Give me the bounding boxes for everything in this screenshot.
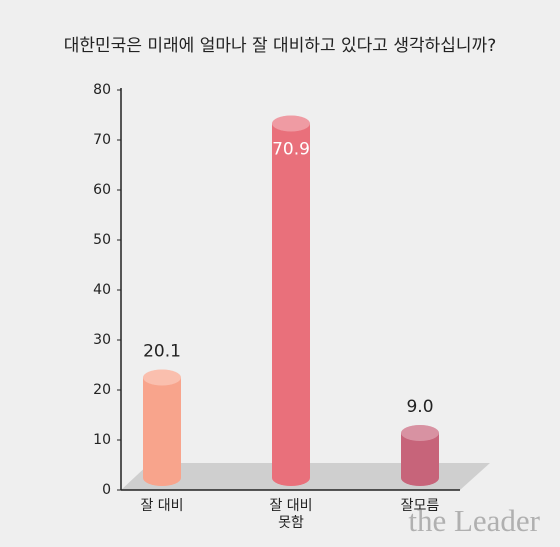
bar-top [143, 369, 181, 386]
y-tick-label: 50 [93, 232, 111, 248]
bar-top [272, 115, 310, 132]
y-tick-label: 20 [93, 382, 111, 398]
y-tick-label: 60 [93, 182, 111, 198]
y-tick-label: 0 [102, 482, 111, 498]
x-tick-label: 잘 대비 [140, 498, 184, 514]
y-tick-label: 30 [93, 332, 111, 348]
value-label: 20.1 [143, 342, 181, 362]
value-label: 70.9 [272, 140, 310, 160]
chart-title: 대한민국은 미래에 얼마나 잘 대비하고 있다고 생각하십니까? [64, 36, 496, 56]
y-tick-label: 70 [93, 132, 111, 148]
bar-top [401, 425, 439, 441]
y-tick-label: 40 [93, 282, 111, 298]
bar [401, 425, 439, 486]
value-label: 9.0 [406, 397, 433, 417]
x-tick-label: 잘모름 [400, 498, 440, 514]
y-tick-label: 80 [93, 82, 111, 98]
bar [272, 115, 310, 486]
x-tick-label: 잘 대비 못함 [269, 498, 313, 531]
y-tick-label: 10 [93, 432, 111, 448]
watermark: the Leader [408, 503, 540, 538]
bar [143, 369, 181, 486]
